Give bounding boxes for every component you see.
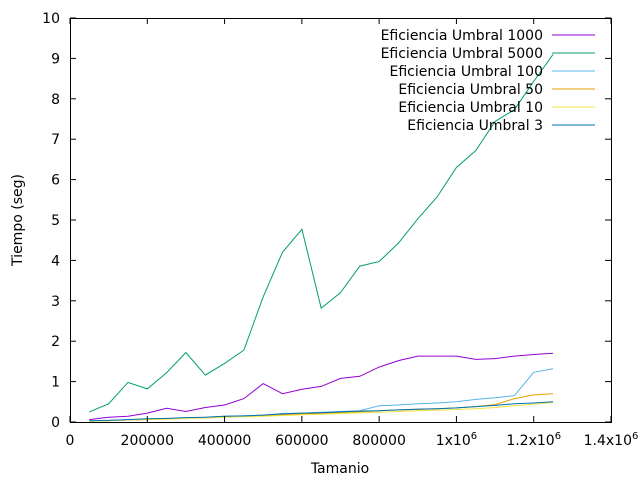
y-tick-label: 4 — [51, 253, 60, 269]
legend-label-3: Eficiencia Umbral 50 — [398, 82, 543, 98]
x-tick-label-base: 600000 — [275, 433, 328, 449]
x-tick-label-base: 1.4x10 — [584, 433, 632, 449]
y-tick-label: 1 — [51, 375, 60, 391]
series-line-5 — [89, 401, 554, 422]
x-tick-label-exponent: 6 — [632, 431, 638, 442]
y-tick-label: 6 — [51, 173, 60, 189]
x-tick-label-base: 200000 — [121, 433, 174, 449]
y-tick-label: 7 — [51, 132, 60, 148]
series-layer — [89, 54, 554, 422]
legend-label-1: Eficiencia Umbral 5000 — [381, 46, 543, 62]
x-tick-label-base: 0 — [66, 433, 75, 449]
legend-label-2: Eficiencia Umbral 100 — [389, 64, 543, 80]
legend-label-5: Eficiencia Umbral 3 — [407, 118, 543, 134]
x-tick-label-base: 800000 — [352, 433, 405, 449]
x-tick-label: 0 — [66, 433, 75, 449]
x-tick-label-exponent: 6 — [555, 431, 561, 442]
y-tick-label: 2 — [51, 334, 60, 350]
y-tick-label: 0 — [51, 415, 60, 431]
x-tick-label-base: 1x10 — [436, 433, 471, 449]
y-axis-label: Tiempo (seg) — [10, 174, 26, 267]
y-tick-label: 10 — [42, 11, 60, 27]
x-axis-label: Tamanio — [310, 461, 369, 477]
series-line-3 — [89, 393, 554, 422]
x-tick-label: 200000 — [121, 433, 174, 449]
y-tick-label: 9 — [51, 51, 60, 67]
x-tick-label-base: 1.2x10 — [506, 433, 554, 449]
x-tick-label: 1x106 — [436, 431, 477, 449]
x-tick-label-base: 400000 — [198, 433, 251, 449]
x-tick-label: 800000 — [352, 433, 405, 449]
y-tick-label: 5 — [51, 213, 60, 229]
legend-label-0: Eficiencia Umbral 1000 — [381, 28, 543, 44]
series-line-4 — [89, 402, 554, 422]
series-line-1 — [89, 54, 554, 413]
y-tick-label: 3 — [51, 294, 60, 310]
tick-layer: 0 1 2 3 4 5 6 7 8 9 10 0 200000 400000 600000 800000 1x1… — [42, 11, 638, 449]
x-tick-label-exponent: 6 — [471, 431, 477, 442]
series-line-0 — [89, 352, 554, 421]
x-tick-label: 1.4x106 — [584, 431, 639, 449]
x-tick-label: 1.2x106 — [506, 431, 561, 449]
x-tick-label: 400000 — [198, 433, 251, 449]
x-tick-label: 600000 — [275, 433, 328, 449]
y-tick-label: 8 — [51, 92, 60, 108]
legend-label-4: Eficiencia Umbral 10 — [398, 100, 543, 116]
legend: Eficiencia Umbral 1000 Eficiencia Umbral … — [381, 28, 595, 134]
